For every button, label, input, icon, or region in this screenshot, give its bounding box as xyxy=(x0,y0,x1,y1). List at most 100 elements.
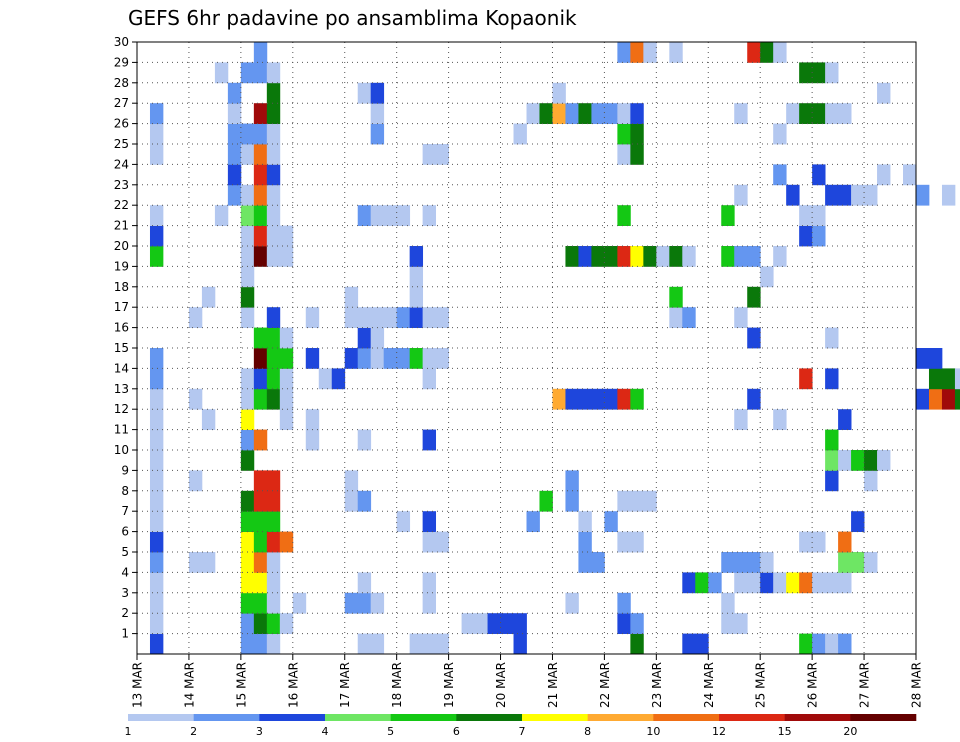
heatmap-cell xyxy=(578,511,592,532)
heatmap-cell xyxy=(201,409,216,430)
colorbar-label: 3 xyxy=(256,725,263,738)
heatmap-cell xyxy=(253,103,268,124)
heatmap-cell xyxy=(266,552,281,573)
heatmap-cell xyxy=(253,42,268,63)
heatmap-cell xyxy=(721,613,735,634)
heatmap-cell xyxy=(357,572,372,594)
heatmap-cell xyxy=(253,205,268,226)
y-tick-label: 24 xyxy=(114,157,129,171)
heatmap-cell xyxy=(149,388,164,410)
heatmap-cell xyxy=(279,246,294,267)
heatmap-cell xyxy=(799,531,813,553)
heatmap-cell xyxy=(461,613,475,634)
colorbar-label: 8 xyxy=(584,725,591,738)
heatmap-cell xyxy=(279,327,294,349)
heatmap-cell xyxy=(630,123,644,145)
heatmap-cell xyxy=(721,592,735,614)
heatmap-cell xyxy=(877,82,891,104)
heatmap-cell xyxy=(682,246,696,267)
heatmap-cell xyxy=(149,348,164,369)
heatmap-cell xyxy=(825,103,839,124)
heatmap-cell xyxy=(227,184,242,206)
heatmap-cell xyxy=(799,62,813,84)
heatmap-cell xyxy=(344,286,359,308)
heatmap-cell xyxy=(825,572,839,594)
heatmap-cell xyxy=(253,429,268,451)
heatmap-cell xyxy=(266,184,281,206)
heatmap-cell xyxy=(344,490,359,512)
heatmap-cell xyxy=(825,470,839,492)
heatmap-cell xyxy=(928,368,943,390)
heatmap-cell xyxy=(435,633,449,655)
heatmap-cell xyxy=(253,225,268,247)
heatmap-cell xyxy=(370,348,385,369)
heatmap-cell xyxy=(604,246,618,267)
heatmap-cell xyxy=(591,552,605,573)
heatmap-cell xyxy=(370,633,385,655)
y-tick-label: 3 xyxy=(121,586,129,600)
heatmap-cell xyxy=(838,531,852,553)
heatmap-cell xyxy=(669,42,683,63)
heatmap-cell xyxy=(604,103,618,124)
heatmap-cell xyxy=(565,246,579,267)
y-tick-label: 5 xyxy=(121,545,129,559)
heatmap-cell xyxy=(422,633,437,655)
heatmap-cell xyxy=(903,164,917,186)
heatmap-cell xyxy=(240,144,255,165)
y-tick-label: 15 xyxy=(114,341,129,355)
heatmap-cell xyxy=(954,368,960,390)
colorbar-label: 10 xyxy=(646,725,660,738)
heatmap-cell xyxy=(240,592,255,614)
chart-title: GEFS 6hr padavine po ansamblima Kopaonik xyxy=(128,6,577,30)
heatmap-cell xyxy=(357,307,372,328)
heatmap-cell xyxy=(422,205,437,226)
y-tick-label: 21 xyxy=(114,219,129,233)
heatmap-cell xyxy=(630,490,644,512)
heatmap-cell xyxy=(838,633,852,655)
heatmap-cell xyxy=(149,552,164,573)
heatmap-cell xyxy=(916,184,930,206)
heatmap-cell xyxy=(877,450,891,471)
heatmap-cell xyxy=(682,633,696,655)
heatmap-cell xyxy=(305,429,320,451)
heatmap-cell xyxy=(409,286,424,308)
heatmap-cell xyxy=(747,327,761,349)
y-tick-label: 19 xyxy=(114,259,129,273)
heatmap-cell xyxy=(240,511,255,532)
heatmap-cell xyxy=(851,450,865,471)
heatmap-cell xyxy=(669,286,683,308)
heatmap-cell xyxy=(812,103,826,124)
x-tick-label: 19 MAR xyxy=(442,662,456,708)
heatmap-cell xyxy=(253,592,268,614)
heatmap-cell xyxy=(669,246,683,267)
heatmap-cell xyxy=(279,388,294,410)
heatmap-cell xyxy=(357,348,372,369)
heatmap-cell xyxy=(825,327,839,349)
heatmap-cell xyxy=(240,552,255,573)
x-tick-label: 16 MAR xyxy=(286,662,300,708)
heatmap-cell xyxy=(253,388,268,410)
heatmap-cell xyxy=(227,164,242,186)
x-tick-label: 24 MAR xyxy=(702,662,716,708)
heatmap-cell xyxy=(513,633,527,655)
colorbar-swatch xyxy=(390,714,457,721)
heatmap-cell xyxy=(682,307,696,328)
heatmap-cell xyxy=(864,450,878,471)
heatmap-cell xyxy=(825,633,839,655)
heatmap-cell xyxy=(266,511,281,532)
heatmap-cell xyxy=(409,348,424,369)
x-tick-label: 28 MAR xyxy=(910,662,924,708)
heatmap-cell xyxy=(253,572,268,594)
heatmap-cell xyxy=(266,205,281,226)
heatmap-cell xyxy=(266,62,281,84)
heatmap-cell xyxy=(513,123,527,145)
heatmap-cell xyxy=(344,592,359,614)
heatmap-cell xyxy=(188,552,203,573)
heatmap-cell xyxy=(409,307,424,328)
heatmap-cell xyxy=(149,450,164,471)
heatmap-cell xyxy=(617,613,631,634)
heatmap-cell xyxy=(786,572,800,594)
colorbar-swatch xyxy=(128,714,194,721)
heatmap-cell xyxy=(266,225,281,247)
heatmap-cell xyxy=(487,613,501,634)
